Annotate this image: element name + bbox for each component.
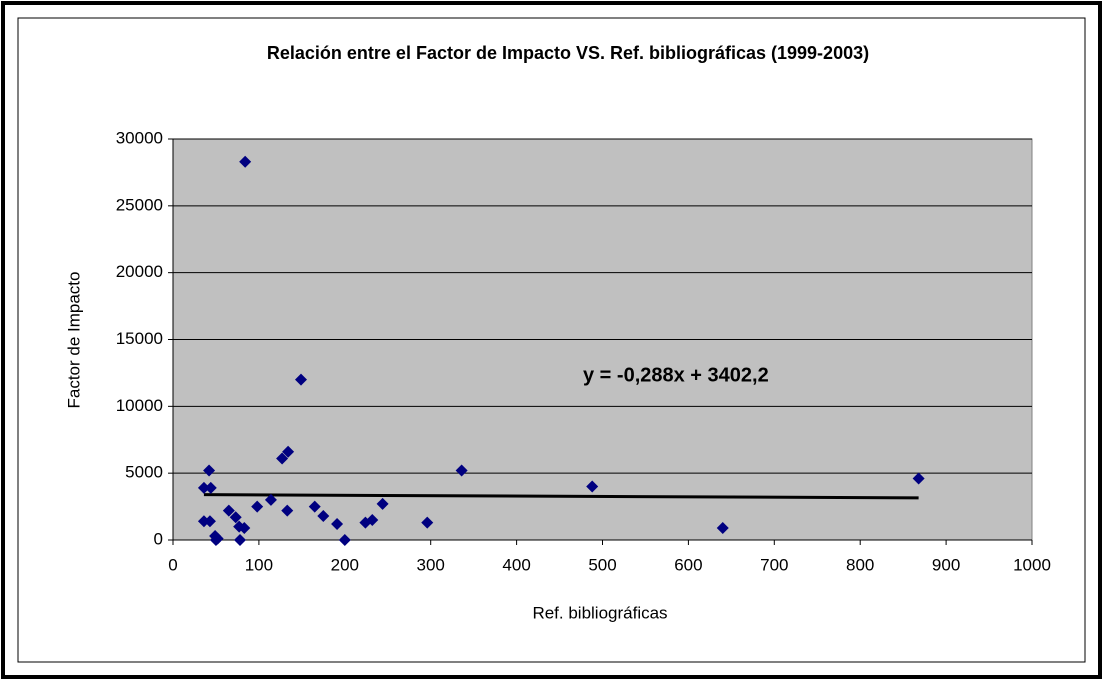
y-tick-label: 15000 [116,329,163,348]
point [197,481,210,494]
y-tick-label: 5000 [125,463,163,482]
point [197,515,210,528]
trendline-equation: y = -0,288x + 3402,2 [583,364,769,386]
point [376,497,389,510]
point [264,493,277,506]
point [317,509,330,522]
x-tick-label: 200 [331,555,359,574]
x-tick-label: 100 [245,555,273,574]
point [912,472,925,485]
y-tick-label: 30000 [116,128,163,147]
point [238,521,251,534]
point [308,500,321,513]
y-tick-label: 10000 [116,396,163,415]
x-tick-label: 600 [674,555,702,574]
point [586,480,599,493]
y-tick-label: 25000 [116,195,163,214]
point [239,155,252,168]
y-axis-label: Factor de Impacto [64,271,83,408]
x-tick-label: 300 [417,555,445,574]
point [281,504,294,517]
point [222,504,235,517]
point [331,517,344,530]
point [203,515,216,528]
point [276,452,289,465]
chart-frame [17,17,1086,663]
x-tick-label: 700 [760,555,788,574]
point [234,534,247,546]
x-tick-label: 0 [168,555,177,574]
point [455,464,468,477]
chart-title: Relación entre el Factor de Impacto VS. … [267,43,869,63]
x-tick-label: 500 [588,555,616,574]
x-tick-label: 400 [502,555,530,574]
point [282,445,295,458]
y-tick-label: 0 [154,529,163,548]
point [294,373,307,386]
point [229,511,242,524]
x-axis-label: Ref. bibliográficas [532,603,667,622]
point [421,516,434,529]
point [204,481,217,494]
point [203,464,216,477]
point [338,534,351,546]
point [366,513,379,526]
point [716,521,729,534]
x-tick-label: 800 [846,555,874,574]
x-tick-label: 900 [932,555,960,574]
y-tick-label: 20000 [116,262,163,281]
trendline [203,493,919,500]
point [251,500,264,513]
x-tick-label: 1000 [1013,555,1051,574]
point [209,534,222,546]
